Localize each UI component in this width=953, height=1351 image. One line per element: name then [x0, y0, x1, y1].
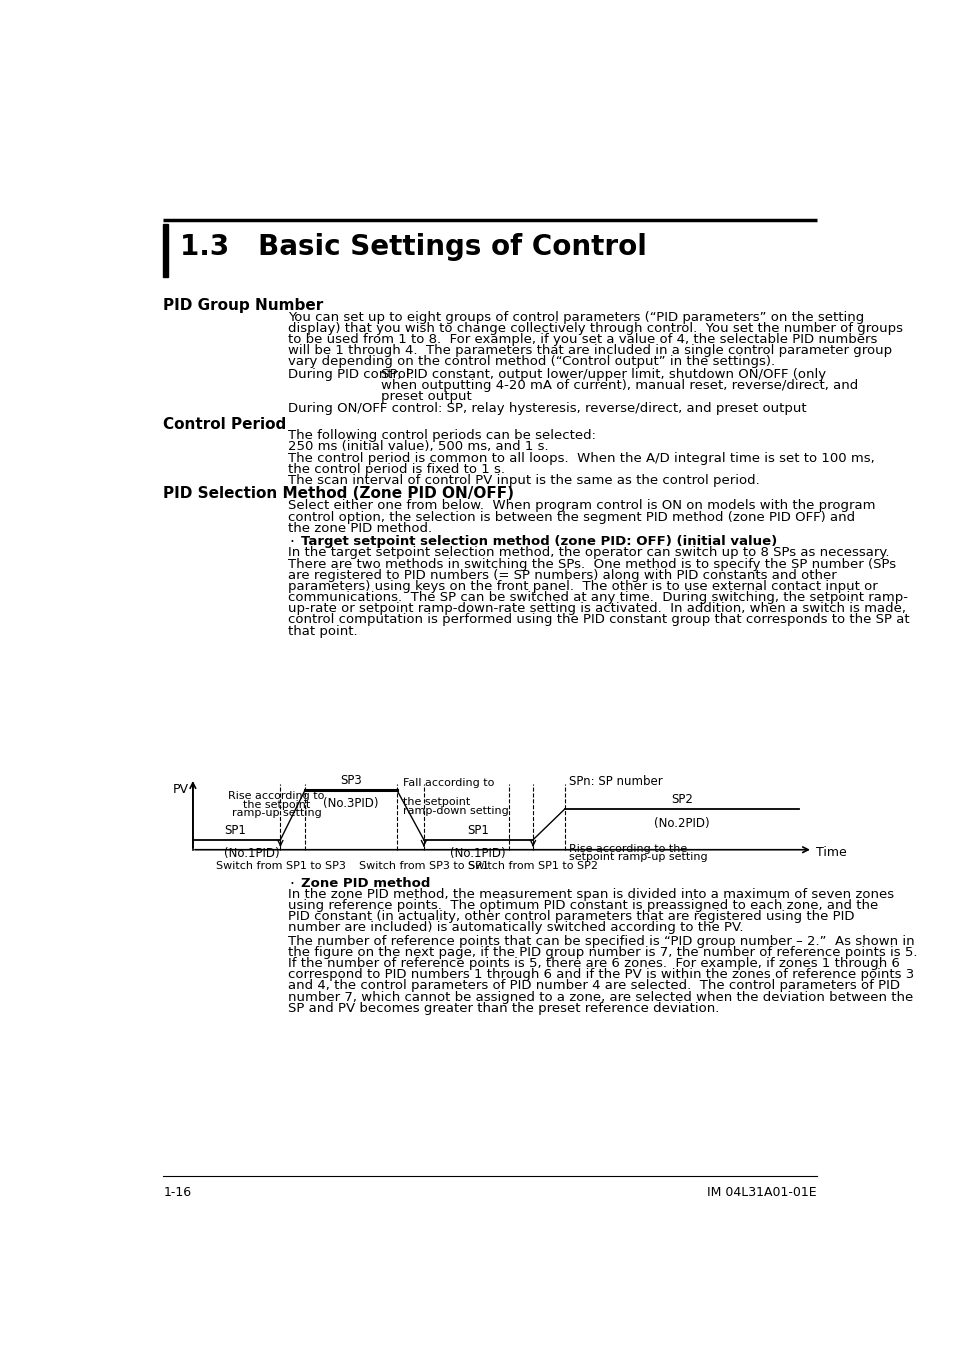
Text: The following control periods can be selected:: The following control periods can be sel…: [288, 430, 596, 442]
Text: the setpoint: the setpoint: [402, 797, 470, 808]
Text: ·: ·: [290, 535, 294, 550]
Text: the zone PID method.: the zone PID method.: [288, 521, 432, 535]
Text: Switch from SP1 to SP3: Switch from SP1 to SP3: [215, 861, 345, 870]
Text: up-rate or setpoint ramp-down-rate setting is activated.  In addition, when a sw: up-rate or setpoint ramp-down-rate setti…: [288, 603, 905, 615]
Text: ramp-up setting: ramp-up setting: [232, 808, 321, 819]
Text: In the zone PID method, the measurement span is divided into a maximum of seven : In the zone PID method, the measurement …: [288, 888, 893, 901]
Text: vary depending on the control method (“Control output” in the settings).: vary depending on the control method (“C…: [288, 355, 775, 369]
Text: (No.2PID): (No.2PID): [654, 816, 709, 830]
Text: parameters) using keys on the front panel.  The other is to use external contact: parameters) using keys on the front pane…: [288, 580, 877, 593]
Text: SP2: SP2: [670, 793, 692, 805]
Text: the setpoint: the setpoint: [243, 800, 310, 809]
Text: 1-16: 1-16: [163, 1186, 192, 1200]
Text: PID Group Number: PID Group Number: [163, 297, 323, 312]
Text: During ON/OFF control: SP, relay hysteresis, reverse/direct, and preset output: During ON/OFF control: SP, relay hystere…: [288, 401, 806, 415]
Text: The control period is common to all loops.  When the A/D integral time is set to: The control period is common to all loop…: [288, 451, 874, 465]
Text: SPn: SP number: SPn: SP number: [568, 775, 661, 788]
Text: setpoint ramp-up setting: setpoint ramp-up setting: [568, 852, 706, 862]
Text: Control Period: Control Period: [163, 417, 286, 432]
Text: The scan interval of control PV input is the same as the control period.: The scan interval of control PV input is…: [288, 474, 760, 486]
Text: If the number of reference points is 5, there are 6 zones.  For example, if zone: If the number of reference points is 5, …: [288, 957, 899, 970]
Text: PV: PV: [172, 782, 189, 796]
Text: Switch from SP1 to SP2: Switch from SP1 to SP2: [468, 861, 598, 870]
Text: Select either one from below.  When program control is ON on models with the pro: Select either one from below. When progr…: [288, 500, 875, 512]
Text: to be used from 1 to 8.  For example, if you set a value of 4, the selectable PI: to be used from 1 to 8. For example, if …: [288, 334, 877, 346]
Text: are registered to PID numbers (= SP numbers) along with PID constants and other: are registered to PID numbers (= SP numb…: [288, 569, 836, 582]
Text: correspond to PID numbers 1 through 6 and if the PV is within the zones of refer: correspond to PID numbers 1 through 6 an…: [288, 969, 914, 981]
Text: display) that you wish to change collectively through control.  You set the numb: display) that you wish to change collect…: [288, 322, 902, 335]
Text: will be 1 through 4.  The parameters that are included in a single control param: will be 1 through 4. The parameters that…: [288, 345, 891, 357]
Text: ramp-down setting: ramp-down setting: [402, 805, 508, 816]
Bar: [163, 224, 168, 277]
Text: PID constant (in actuality, other control parameters that are registered using t: PID constant (in actuality, other contro…: [288, 911, 854, 923]
Text: Fall according to: Fall according to: [402, 778, 494, 788]
Text: preset output: preset output: [381, 390, 472, 404]
Text: SP and PV becomes greater than the preset reference deviation.: SP and PV becomes greater than the prese…: [288, 1002, 719, 1015]
Text: SP, PID constant, output lower/upper limit, shutdown ON/OFF (only: SP, PID constant, output lower/upper lim…: [381, 367, 825, 381]
Text: The number of reference points that can be specified is “PID group number – 2.” : The number of reference points that can …: [288, 935, 914, 948]
Text: the figure on the next page, if the PID group number is 7, the number of referen: the figure on the next page, if the PID …: [288, 946, 917, 959]
Text: (No.3PID): (No.3PID): [323, 797, 378, 811]
Text: 1.3   Basic Settings of Control: 1.3 Basic Settings of Control: [179, 232, 646, 261]
Text: communications.  The SP can be switched at any time.  During switching, the setp: communications. The SP can be switched a…: [288, 590, 907, 604]
Text: ·: ·: [290, 877, 294, 892]
Text: 250 ms (initial value), 500 ms, and 1 s.: 250 ms (initial value), 500 ms, and 1 s.: [288, 440, 548, 454]
Text: (No.1PID): (No.1PID): [450, 847, 505, 861]
Text: Rise according to: Rise according to: [228, 792, 324, 801]
Text: Target setpoint selection method (zone PID: OFF) (initial value): Target setpoint selection method (zone P…: [300, 535, 776, 549]
Text: the control period is fixed to 1 s.: the control period is fixed to 1 s.: [288, 463, 505, 476]
Text: SP1: SP1: [224, 824, 246, 836]
Text: control computation is performed using the PID constant group that corresponds t: control computation is performed using t…: [288, 613, 909, 627]
Text: and 4, the control parameters of PID number 4 are selected.  The control paramet: and 4, the control parameters of PID num…: [288, 979, 900, 993]
Text: IM 04L31A01-01E: IM 04L31A01-01E: [706, 1186, 816, 1200]
Text: Time: Time: [815, 846, 846, 858]
Text: SP3: SP3: [339, 774, 361, 786]
Text: During PID control:: During PID control:: [288, 367, 414, 381]
Text: number 7, which cannot be assigned to a zone, are selected when the deviation be: number 7, which cannot be assigned to a …: [288, 990, 912, 1004]
Text: Zone PID method: Zone PID method: [300, 877, 430, 890]
Text: that point.: that point.: [288, 624, 357, 638]
Text: Rise according to the: Rise according to the: [568, 843, 686, 854]
Text: SP1: SP1: [467, 824, 489, 836]
Text: (No.1PID): (No.1PID): [224, 847, 279, 861]
Text: PID Selection Method (Zone PID ON/OFF): PID Selection Method (Zone PID ON/OFF): [163, 486, 514, 501]
Text: In the target setpoint selection method, the operator can switch up to 8 SPs as : In the target setpoint selection method,…: [288, 546, 889, 559]
Text: when outputting 4-20 mA of current), manual reset, reverse/direct, and: when outputting 4-20 mA of current), man…: [381, 380, 858, 392]
Text: Switch from SP3 to SP1: Switch from SP3 to SP1: [358, 861, 488, 870]
Text: number are included) is automatically switched according to the PV.: number are included) is automatically sw…: [288, 921, 743, 935]
Text: There are two methods in switching the SPs.  One method is to specify the SP num: There are two methods in switching the S…: [288, 558, 896, 570]
Text: using reference points.  The optimum PID constant is preassigned to each zone, a: using reference points. The optimum PID …: [288, 898, 878, 912]
Text: You can set up to eight groups of control parameters (“PID parameters” on the se: You can set up to eight groups of contro…: [288, 311, 863, 324]
Text: control option, the selection is between the segment PID method (zone PID OFF) a: control option, the selection is between…: [288, 511, 855, 524]
